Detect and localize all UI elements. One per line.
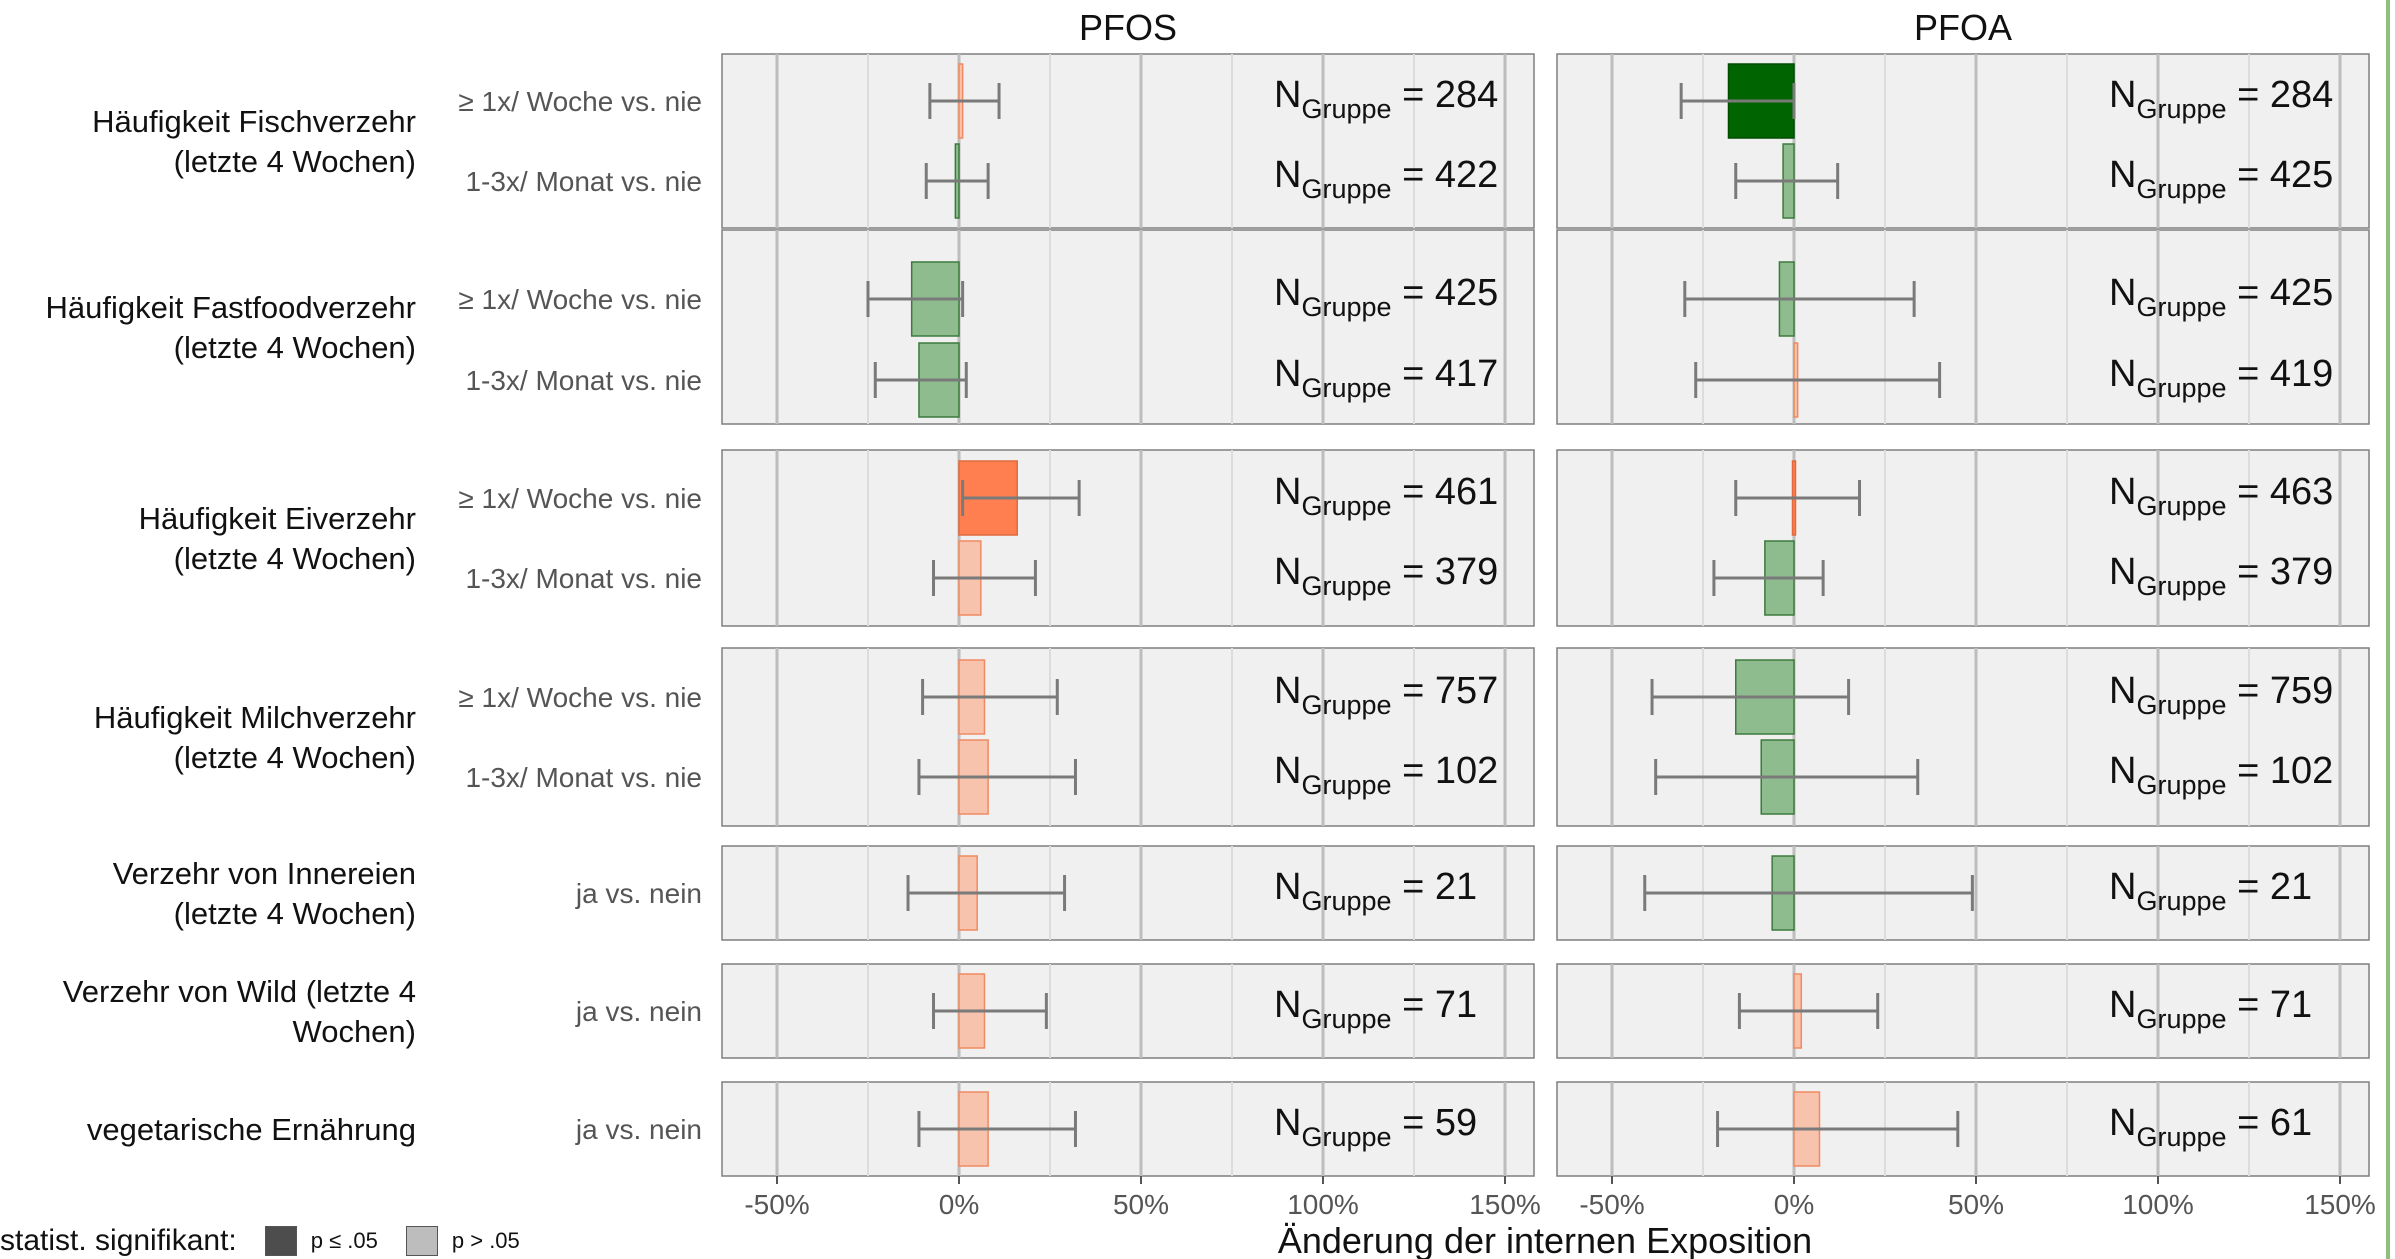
- n-label: NGruppe = 284: [2109, 74, 2333, 124]
- panel-background: [1556, 647, 2370, 827]
- group-label: (letzte 4 Wochen): [174, 144, 416, 179]
- panel-background: [721, 449, 1535, 627]
- n-label: NGruppe = 379: [2109, 551, 2333, 601]
- n-label: NGruppe = 425: [1274, 272, 1498, 322]
- legend: statist. signifikant: p ≤ .05 p > .05: [0, 1224, 520, 1258]
- n-label: NGruppe = 71: [2109, 984, 2312, 1034]
- group-label: Häufigkeit Milchverzehr: [94, 700, 416, 735]
- n-label: NGruppe = 461: [1274, 471, 1498, 521]
- n-label: NGruppe = 425: [2109, 154, 2333, 204]
- panel-background: [721, 53, 1535, 229]
- legend-label-significant: p ≤ .05: [310, 1228, 378, 1253]
- group-label: (letzte 4 Wochen): [174, 330, 416, 365]
- panel-background: [1556, 1081, 2370, 1177]
- group-label: Häufigkeit Fischverzehr: [92, 104, 416, 139]
- row-label: 1-3x/ Monat vs. nie: [465, 166, 702, 197]
- x-tick-label: 150%: [2304, 1189, 2376, 1220]
- row-label: ja vs. nein: [575, 996, 702, 1027]
- row-label: ja vs. nein: [575, 1114, 702, 1145]
- n-label: NGruppe = 379: [1274, 551, 1498, 601]
- legend-label-not-significant: p > .05: [451, 1228, 520, 1253]
- row-label: 1-3x/ Monat vs. nie: [465, 365, 702, 396]
- n-label: NGruppe = 419: [2109, 353, 2333, 403]
- legend-key-significant: [264, 1226, 297, 1256]
- right-edge-rule: [2386, 0, 2390, 1259]
- x-tick-label: -50%: [744, 1189, 809, 1220]
- x-tick-label: 100%: [1287, 1189, 1359, 1220]
- panel-background: [721, 845, 1535, 941]
- n-label: NGruppe = 21: [1274, 866, 1477, 916]
- row-label: ≥ 1x/ Woche vs. nie: [458, 86, 702, 117]
- x-tick-label: 50%: [1948, 1189, 2004, 1220]
- n-label: NGruppe = 102: [2109, 750, 2333, 800]
- n-label: NGruppe = 71: [1274, 984, 1477, 1034]
- group-label: Verzehr von Innereien: [113, 856, 416, 891]
- row-label: ja vs. nein: [575, 878, 702, 909]
- panel-background: [1556, 229, 2370, 425]
- panel-background: [1556, 449, 2370, 627]
- row-label: ≥ 1x/ Woche vs. nie: [458, 483, 702, 514]
- panel-background: [721, 963, 1535, 1059]
- group-label: (letzte 4 Wochen): [174, 541, 416, 576]
- row-label: ≥ 1x/ Woche vs. nie: [458, 284, 702, 315]
- n-label: NGruppe = 463: [2109, 471, 2333, 521]
- group-label: Wochen): [293, 1014, 417, 1049]
- legend-title: statist. signifikant:: [0, 1224, 237, 1257]
- group-label: Häufigkeit Eiverzehr: [139, 501, 416, 536]
- panel-title-pfos: PFOS: [1079, 7, 1177, 48]
- group-label: (letzte 4 Wochen): [174, 740, 416, 775]
- x-tick-label: -50%: [1579, 1189, 1644, 1220]
- n-label: NGruppe = 759: [2109, 670, 2333, 720]
- n-label: NGruppe = 102: [1274, 750, 1498, 800]
- panel-background: [721, 1081, 1535, 1177]
- n-label: NGruppe = 59: [1274, 1102, 1477, 1152]
- panel-background: [721, 229, 1535, 425]
- group-label: Verzehr von Wild (letzte 4: [63, 974, 416, 1009]
- x-tick-label: 0%: [1774, 1189, 1814, 1220]
- n-label: NGruppe = 417: [1274, 353, 1498, 403]
- panel-background: [1556, 963, 2370, 1059]
- panel-title-pfoa: PFOA: [1914, 7, 2012, 48]
- n-label: NGruppe = 61: [2109, 1102, 2312, 1152]
- panel-background: [721, 647, 1535, 827]
- legend-key-not-significant: [405, 1226, 438, 1256]
- x-tick-label: 100%: [2122, 1189, 2194, 1220]
- group-label: vegetarische Ernährung: [87, 1112, 416, 1147]
- panel-background: [1556, 53, 2370, 229]
- x-tick-label: 50%: [1113, 1189, 1169, 1220]
- n-label: NGruppe = 21: [2109, 866, 2312, 916]
- x-tick-label: 150%: [1469, 1189, 1541, 1220]
- group-label: (letzte 4 Wochen): [174, 896, 416, 931]
- group-label: Häufigkeit Fastfoodverzehr: [46, 290, 416, 325]
- n-label: NGruppe = 284: [1274, 74, 1498, 124]
- row-label: ≥ 1x/ Woche vs. nie: [458, 682, 702, 713]
- x-axis-label: Änderung der internen Exposition: [1278, 1220, 1812, 1259]
- n-label: NGruppe = 757: [1274, 670, 1498, 720]
- row-label: 1-3x/ Monat vs. nie: [465, 563, 702, 594]
- x-tick-label: 0%: [939, 1189, 979, 1220]
- n-label: NGruppe = 425: [2109, 272, 2333, 322]
- row-label: 1-3x/ Monat vs. nie: [465, 762, 702, 793]
- n-label: NGruppe = 422: [1274, 154, 1498, 204]
